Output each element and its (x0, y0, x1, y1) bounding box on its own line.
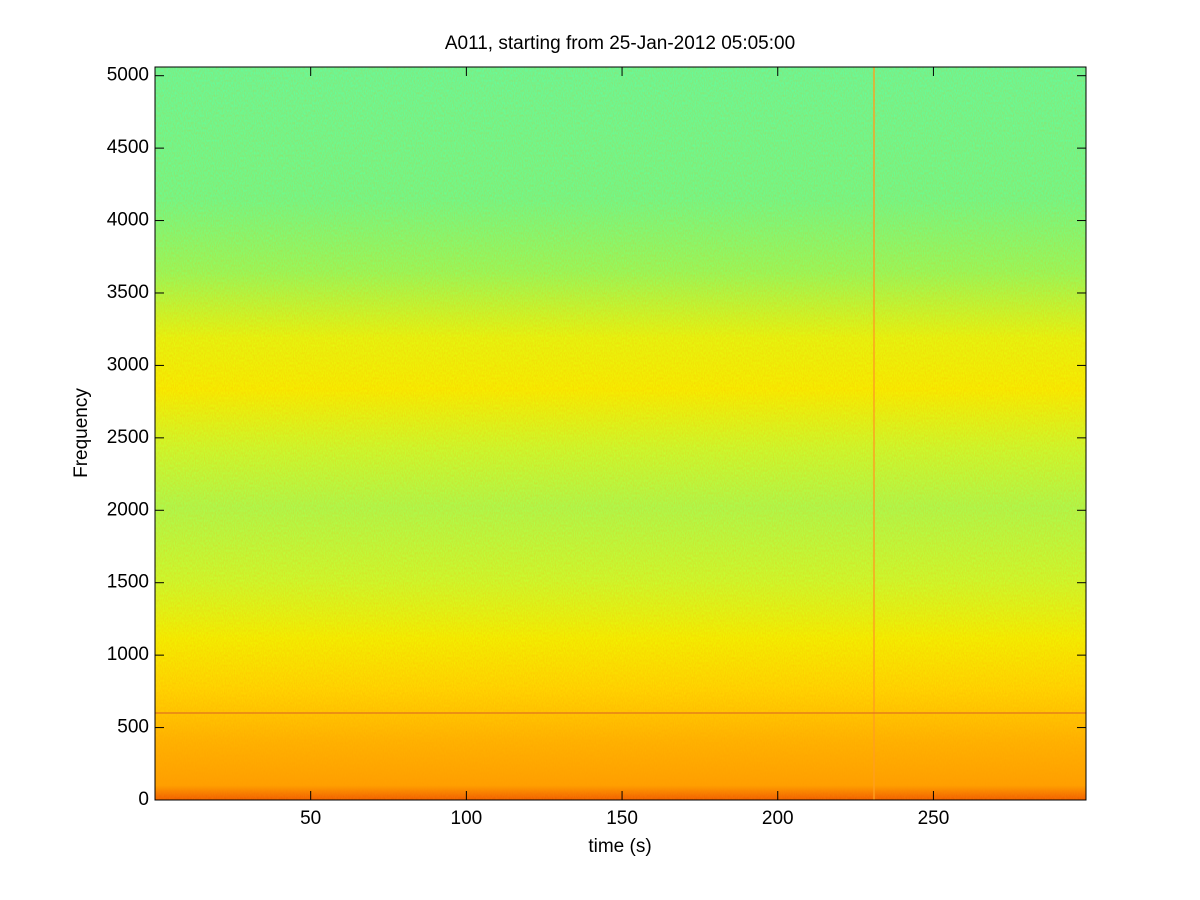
y-tick-label: 1500 (107, 572, 149, 593)
x-tick-label: 200 (762, 808, 794, 829)
y-tick-label: 5000 (107, 65, 149, 86)
y-axis-label: Frequency (71, 388, 92, 478)
x-tick-label: 50 (300, 808, 321, 829)
spectrogram-image (154, 66, 1087, 801)
chart-title: A011, starting from 25-Jan-2012 05:05:00 (445, 33, 795, 54)
x-tick-label: 100 (451, 808, 483, 829)
x-tick-label: 250 (918, 808, 950, 829)
y-tick-label: 4000 (107, 210, 149, 231)
y-tick-label: 1000 (107, 644, 149, 665)
y-tick-label: 3000 (107, 354, 149, 375)
y-tick-label: 2500 (107, 427, 149, 448)
y-tick-label: 500 (117, 717, 149, 738)
x-axis-label: time (s) (588, 836, 651, 857)
y-tick-label: 0 (138, 789, 149, 810)
x-tick-label: 150 (606, 808, 638, 829)
y-tick-label: 4500 (107, 137, 149, 158)
y-tick-label: 2000 (107, 499, 149, 520)
y-tick-label: 3500 (107, 282, 149, 303)
